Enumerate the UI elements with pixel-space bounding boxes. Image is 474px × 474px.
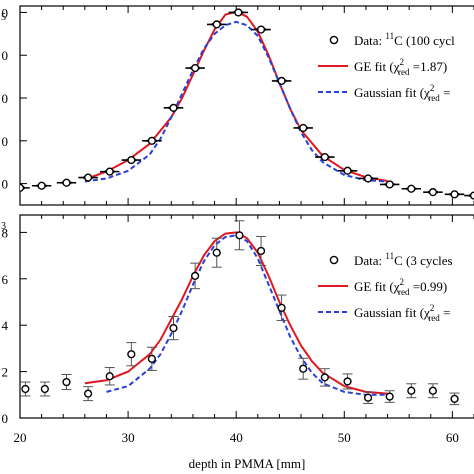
y-exponent: 3 (1, 221, 6, 232)
bottom-panel: 20 30 40 50 60 0 2 4 6 83 Data: 11C (3 cycles GE fi… (1, 214, 474, 445)
data-point (121, 155, 142, 165)
legend-label: GE fit (χ2 red =0.99) (354, 277, 447, 297)
data-point (207, 20, 227, 29)
legend-marker-circle (329, 255, 339, 265)
plot-area (20, 220, 460, 406)
data-point (78, 173, 98, 182)
data-point (61, 374, 72, 391)
data-point (20, 381, 31, 397)
data-point (211, 237, 222, 268)
data-point (104, 367, 115, 386)
y-tick-label: 4 (2, 318, 9, 333)
data-point (185, 63, 205, 73)
y-tick-label: 0 (2, 5, 9, 20)
data-point (363, 391, 374, 404)
legend-label: Gaussian fit (χ2 red = (354, 303, 450, 323)
legend: Data: 11C (100 cycl GE fit (χ2 red =1.87) G… (318, 31, 455, 103)
y-exponent: 5 (1, 12, 6, 23)
ge-fit-line (84, 10, 388, 182)
y-tick-label: 2 (2, 365, 9, 380)
x-axis-label: depth in PMMA [mm] (189, 456, 306, 471)
data-point (271, 76, 292, 85)
y-tick-label: 0 (2, 177, 9, 192)
plot-area (20, 8, 474, 200)
data-point (337, 166, 358, 175)
data-point (319, 368, 330, 387)
y-tick-label: 0 (2, 48, 9, 63)
data-point (444, 190, 465, 199)
data-point (298, 357, 309, 380)
y-tick-label: 0 (2, 91, 9, 106)
data-point (401, 184, 422, 193)
data-point (342, 373, 353, 390)
data-point (39, 381, 50, 397)
legend-label: Data: 11C (3 cycles (354, 251, 453, 268)
data-point (256, 235, 267, 266)
data-point (234, 220, 245, 251)
data-point (358, 174, 378, 183)
ge-fit-line (84, 231, 388, 395)
data-point (423, 188, 443, 197)
plot-frame (19, 214, 474, 419)
data-point (406, 383, 417, 399)
y-tick-label: 8 (2, 225, 9, 240)
y-tick-label: 0 (2, 134, 9, 149)
y-tick-label: 0 (2, 411, 9, 426)
data-point (99, 167, 120, 176)
data-point (20, 183, 30, 192)
data-point (464, 191, 474, 200)
data-point (168, 316, 179, 341)
data-point (190, 262, 201, 290)
data-point (427, 383, 438, 399)
data-point (276, 294, 287, 322)
data-point (83, 386, 94, 402)
x-tick-label: 40 (230, 430, 243, 445)
data-point (384, 390, 395, 403)
y-tick-label: 6 (2, 272, 9, 287)
x-tick-label: 60 (446, 430, 459, 445)
data-point (315, 152, 335, 162)
plot-frame (19, 5, 474, 206)
data-point (251, 25, 271, 34)
data-point (379, 180, 400, 189)
data-point (228, 8, 249, 17)
data-point (163, 103, 184, 112)
data-point (293, 123, 313, 133)
data-point (31, 181, 52, 190)
legend-label: GE fit (χ2 red =1.87) (354, 57, 447, 77)
gaussian-fit-line (84, 20, 388, 183)
legend-label: Data: 11C (100 cycl (354, 31, 455, 48)
legend-label: Gaussian fit (χ2 red = (354, 83, 450, 103)
legend: Data: 11C (3 cycles GE fit (χ2 red =0.99) G… (318, 251, 453, 323)
x-tick-label: 20 (14, 430, 27, 445)
data-point (56, 178, 77, 187)
data-point (146, 346, 157, 371)
data-point (142, 136, 162, 145)
data-point (126, 342, 137, 367)
x-tick-label: 50 (338, 430, 351, 445)
data-point (449, 392, 460, 406)
x-tick-label: 30 (122, 430, 135, 445)
legend-marker-circle (329, 35, 339, 45)
